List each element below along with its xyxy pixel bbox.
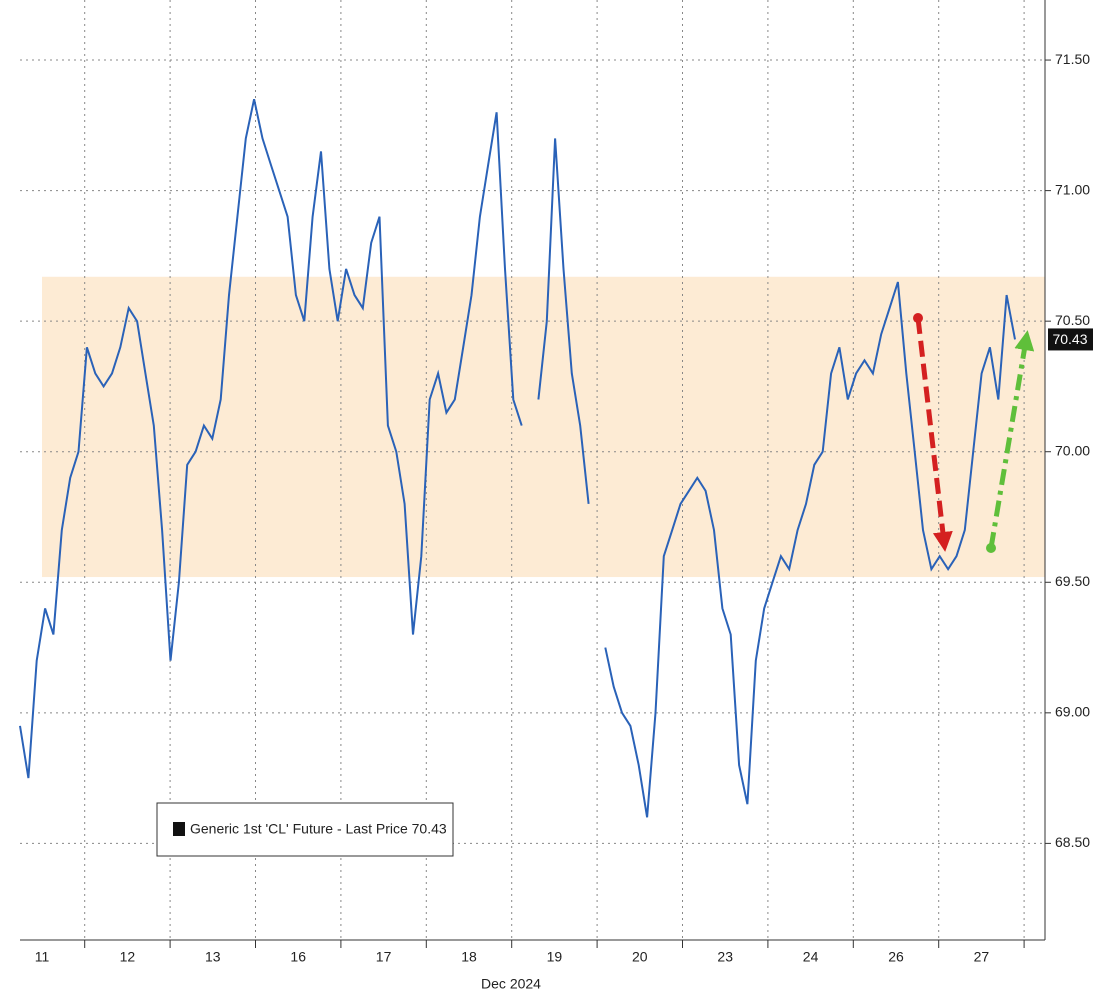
legend-swatch [173,822,185,836]
x-tick-label: 19 [547,949,563,965]
x-tick-label: 26 [888,949,904,965]
x-tick-label: 17 [376,949,392,965]
legend-label: Generic 1st 'CL' Future - Last Price 70.… [190,821,447,837]
price-line [604,281,1016,818]
x-tick-label: 24 [803,949,819,965]
last-price-label: 70.43 [1052,331,1087,347]
y-tick-label: 68.50 [1055,834,1090,850]
x-axis-label: Dec 2024 [481,976,541,992]
x-tick-label: 11 [35,949,50,965]
red-dot [913,313,923,323]
y-tick-label: 71.00 [1055,181,1090,197]
x-tick-label: 16 [290,949,306,965]
x-tick-label: 13 [205,949,221,965]
price-line [19,98,523,779]
y-tick-label: 69.00 [1055,704,1090,720]
y-tick-label: 71.50 [1055,51,1090,67]
y-tick-label: 70.00 [1055,442,1090,458]
x-tick-label: 27 [974,949,990,965]
legend-box [156,802,454,857]
y-tick-label: 69.50 [1055,573,1090,589]
x-tick-label: 12 [120,949,136,965]
x-tick-label: 23 [717,949,733,965]
x-tick-label: 18 [461,949,477,965]
price-line [537,138,590,505]
y-tick-label: 70.50 [1055,312,1090,328]
green-arrow [988,330,1035,549]
x-tick-label: 20 [632,949,648,965]
red-arrow [915,317,953,552]
range-band [42,276,1045,578]
green-dot [986,543,996,553]
last-price-box [1048,328,1093,351]
